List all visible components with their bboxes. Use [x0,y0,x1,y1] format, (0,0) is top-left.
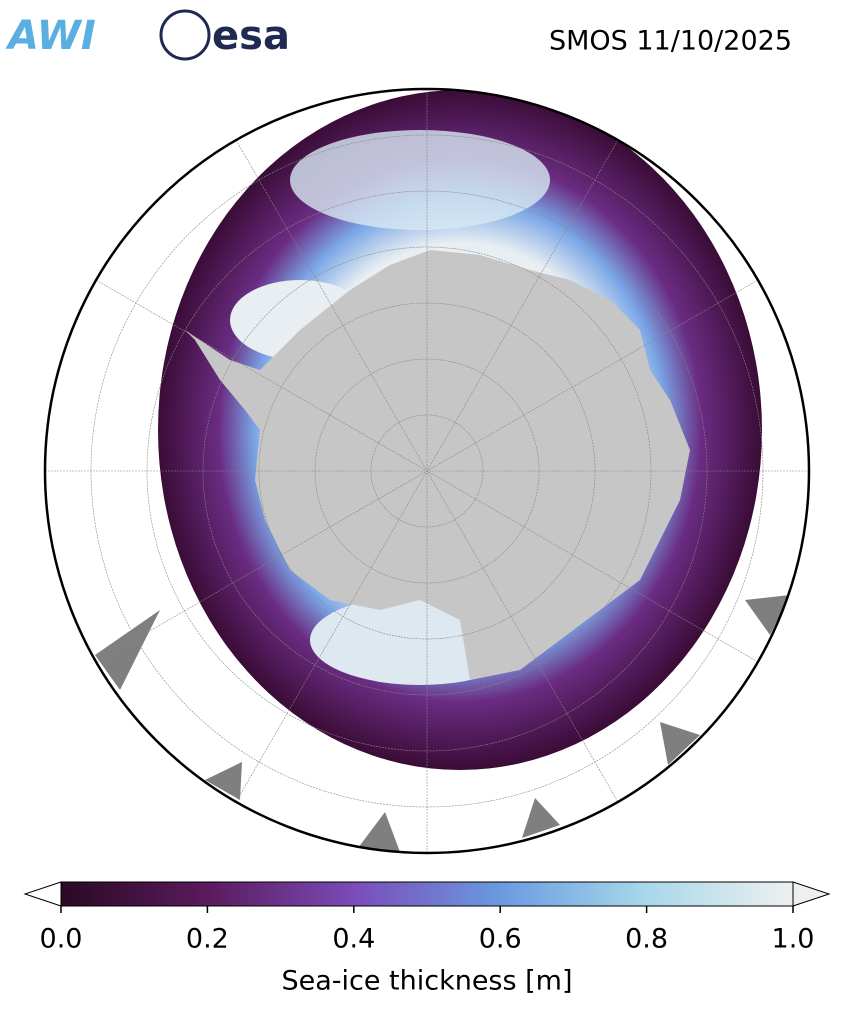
esa-logo: esa [212,13,290,59]
colorbar-tick-label: 1.0 [772,924,815,955]
awi-logo: AWI [5,13,96,59]
map [45,89,809,853]
esa-logo-mark [159,9,211,61]
colorbar-ramp [60,881,794,907]
colorbar-tick-label: 0.6 [479,924,522,955]
colorbar-tick-label: 0.8 [625,924,668,955]
map-frame [43,87,811,855]
colorbar: Sea-ice thickness [m] 0.0 0.2 0.4 0.6 0.8 1.0 [23,881,831,997]
graticule [45,89,809,853]
colorbar-extend-high [792,881,831,907]
colorbar-tick-label: 0.0 [40,924,83,955]
colorbar-extend-low [23,881,62,907]
map-title: SMOS 11/10/2025 [549,26,792,57]
colorbar-tick-label: 0.4 [332,924,375,955]
sea-ice [290,130,550,230]
no-data-regions [95,595,790,852]
colorbar-tick-label: 0.2 [186,924,229,955]
colorbar-label: Sea-ice thickness [m] [281,966,572,997]
